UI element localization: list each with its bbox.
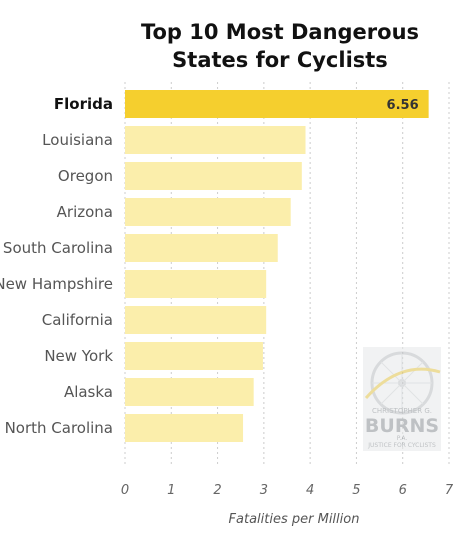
bar-arizona <box>125 198 291 226</box>
category-label-new-york: New York <box>44 347 113 365</box>
bar-florida <box>125 90 429 118</box>
bicycle-wheel-icon <box>364 351 441 415</box>
category-label-california: California <box>42 311 113 329</box>
chart-title: Top 10 Most Dangerous States for Cyclist… <box>0 18 474 74</box>
chart-title-line-1: Top 10 Most Dangerous <box>140 20 420 44</box>
category-label-south-carolina: South Carolina <box>3 239 113 257</box>
category-label-north-carolina: North Carolina <box>5 419 113 437</box>
bar-alaska <box>125 378 254 406</box>
x-tick-label-6: 6 <box>399 483 407 498</box>
watermark-line-4: JUSTICE FOR CYCLISTS <box>367 442 436 449</box>
x-tick-label-1: 1 <box>167 483 175 498</box>
category-label-louisiana: Louisiana <box>42 131 113 149</box>
x-tick-label-2: 2 <box>213 483 221 498</box>
chart-title-line-2: States for Cyclists <box>172 48 388 72</box>
bar-new-hampshire <box>125 270 267 298</box>
x-tick-label-5: 5 <box>352 483 360 498</box>
watermark: CHRISTOPHER G. BURNS P.A. JUSTICE FOR CY… <box>363 347 441 451</box>
x-tick-labels: 0 1 2 3 4 5 6 7 <box>121 483 454 498</box>
category-labels: Florida Louisiana Oregon Arizona South Carol… <box>0 95 113 437</box>
x-tick-label-3: 3 <box>260 483 268 498</box>
x-tick-label-7: 7 <box>445 483 454 498</box>
category-label-arizona: Arizona <box>57 203 113 221</box>
bars: 6.56 <box>125 90 429 442</box>
watermark-line-2: BURNS <box>365 415 439 437</box>
category-label-alaska: Alaska <box>64 383 113 401</box>
category-label-oregon: Oregon <box>58 167 113 185</box>
x-axis-label: Fatalities per Million <box>229 512 360 527</box>
watermark-line-3: P.A. <box>397 435 408 442</box>
bar-oregon <box>125 162 302 190</box>
bar-new-york <box>125 342 263 370</box>
bar-north-carolina <box>125 414 244 442</box>
bar-louisiana <box>125 126 306 154</box>
value-label-florida: 6.56 <box>387 98 419 113</box>
bar-south-carolina <box>125 234 278 262</box>
category-label-new-hampshire: New Hampshire <box>0 275 113 293</box>
x-tick-label-0: 0 <box>121 483 129 498</box>
x-tick-label-4: 4 <box>306 483 314 498</box>
category-label-florida: Florida <box>54 95 113 113</box>
bar-california <box>125 306 267 334</box>
watermark-line-1: CHRISTOPHER G. <box>372 407 432 415</box>
